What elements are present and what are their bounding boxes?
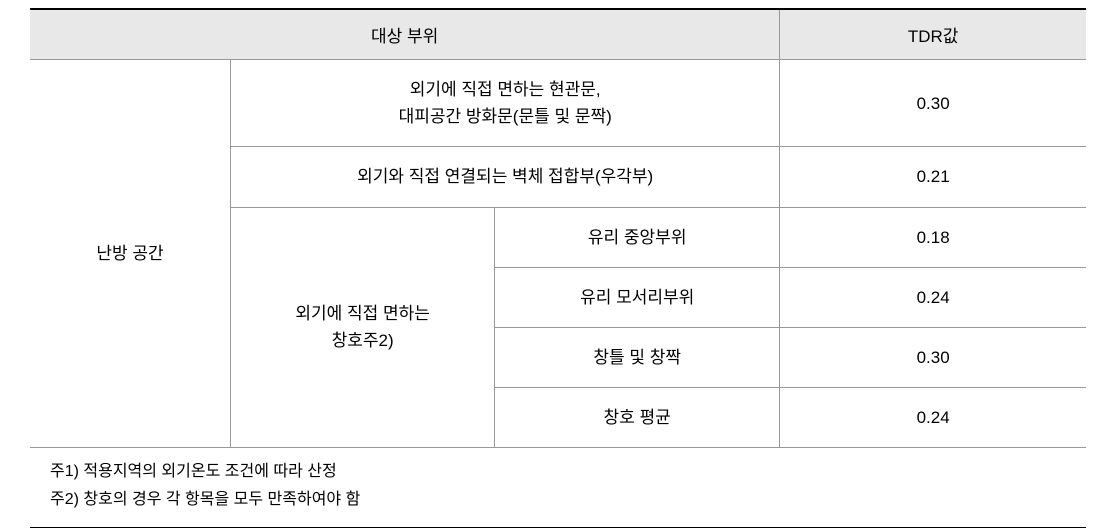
header-row: 대상 부위 TDR값 [30,9,1086,60]
footnotes-block: 주1) 적용지역의 외기온도 조건에 따라 산정 주2) 창호의 경우 각 항목… [30,447,1086,527]
footnote-1: 주1) 적용지역의 외기온도 조건에 따라 산정 [50,458,1066,485]
group-item-1-value: 0.24 [780,267,1086,327]
tdr-table: 대상 부위 TDR값 난방 공간 외기에 직접 면하는 현관문, 대피공간 방화… [30,8,1086,447]
group-item-2-label: 창틀 및 창짝 [495,327,780,387]
group-item-3-label: 창호 평균 [495,388,780,448]
group-item-0-value: 0.18 [780,207,1086,267]
table-row: 난방 공간 외기에 직접 면하는 현관문, 대피공간 방화문(문틀 및 문짝) … [30,60,1086,147]
header-tdr-value: TDR값 [780,9,1086,60]
footnote-2: 주2) 창호의 경우 각 항목을 모두 만족하여야 함 [50,486,1066,513]
row1-value: 0.30 [780,60,1086,147]
group-desc: 외기에 직접 면하는 창호주2) [231,207,495,447]
row1-desc: 외기에 직접 면하는 현관문, 대피공간 방화문(문틀 및 문짝) [231,60,780,147]
category-cell: 난방 공간 [30,60,231,448]
group-item-3-value: 0.24 [780,388,1086,448]
group-item-0-label: 유리 중앙부위 [495,207,780,267]
group-item-1-label: 유리 모서리부위 [495,267,780,327]
row2-desc: 외기와 직접 연결되는 벽체 접합부(우각부) [231,147,780,207]
group-item-2-value: 0.30 [780,327,1086,387]
header-target-area: 대상 부위 [30,9,780,60]
row2-value: 0.21 [780,147,1086,207]
